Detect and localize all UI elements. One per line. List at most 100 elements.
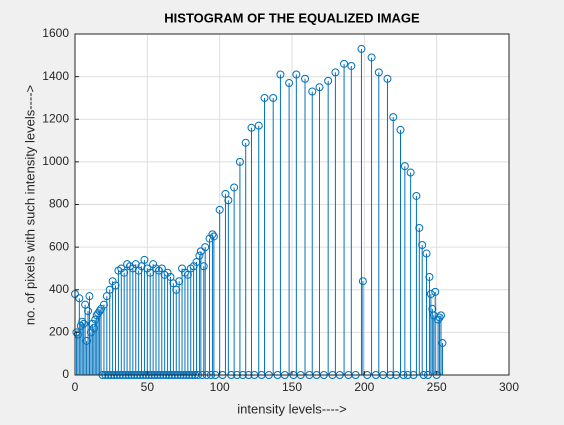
stem-marker [86, 328, 95, 337]
stem-marker [79, 319, 88, 328]
y-tick-label: 200 [49, 325, 69, 339]
stem-marker [201, 243, 210, 252]
stem-marker [415, 223, 424, 232]
stem-marker [383, 74, 392, 83]
stem-marker [254, 121, 263, 130]
stem-marker [426, 290, 435, 299]
stem-marker [85, 292, 94, 301]
stem-marker [208, 230, 217, 239]
stem-marker [149, 260, 158, 269]
stem-marker [331, 68, 340, 77]
stem-marker [340, 59, 349, 68]
stem-marker [308, 87, 317, 96]
stem-marker [97, 304, 106, 313]
stem-marker [241, 138, 250, 147]
stem-marker [199, 262, 208, 271]
stem-marker [301, 74, 310, 83]
y-tick-label: 0 [62, 367, 69, 381]
x-tick-label: 200 [354, 380, 374, 394]
stem-marker [91, 315, 100, 324]
stem-marker [367, 53, 376, 62]
y-tick-label: 400 [49, 282, 69, 296]
stem-marker [389, 113, 398, 122]
chart-title: HISTOGRAM OF THE EQUALIZED IMAGE [164, 10, 420, 25]
stem-marker [169, 279, 178, 288]
stem-marker [88, 319, 97, 328]
stem-marker [78, 317, 87, 326]
stem-marker [400, 162, 409, 171]
stem-marker [105, 285, 114, 294]
x-tick-label: 0 [72, 380, 79, 394]
stem-marker [75, 294, 84, 303]
stem-marker [102, 292, 111, 301]
stem-marker [89, 324, 98, 333]
stem-marker [134, 266, 143, 275]
stem-marker [221, 189, 230, 198]
stem-marker [205, 234, 214, 243]
stem-marker [117, 264, 126, 273]
stem-marker [111, 281, 120, 290]
stem-marker [437, 311, 446, 320]
stem-marker [406, 168, 415, 177]
stem-marker [99, 300, 108, 309]
stem-marker [196, 247, 205, 256]
stem-marker [431, 287, 440, 296]
stem-marker [347, 61, 356, 70]
y-axis-label: no. of pixels with such intensity levels… [22, 85, 37, 325]
stem-marker [178, 264, 187, 273]
stem-marker [82, 336, 91, 345]
stem-marker [224, 196, 233, 205]
x-axis-label: intensity levels----> [237, 401, 346, 416]
stem-marker [120, 268, 129, 277]
y-tick-label: 1000 [42, 154, 69, 168]
y-tick-label: 1600 [42, 26, 69, 40]
stem-marker [276, 70, 285, 79]
stem-marker [183, 270, 192, 279]
stem-marker [195, 251, 204, 260]
stem-marker [292, 70, 301, 79]
stem-marker [438, 339, 447, 348]
stem-marker [166, 272, 175, 281]
stem-marker [247, 123, 256, 132]
stem-marker [163, 268, 172, 277]
stem-marker [95, 307, 104, 316]
stem-marker [131, 260, 140, 269]
stem-marker [157, 264, 166, 273]
stem-marker [425, 272, 434, 281]
stem-marker [215, 205, 224, 214]
x-tick-label: 150 [282, 380, 302, 394]
stem-marker [315, 83, 324, 92]
stem-marker [175, 277, 184, 286]
stem-marker [260, 93, 269, 102]
stem-marker [396, 125, 405, 134]
x-tick-label: 50 [141, 380, 155, 394]
x-tick-label: 100 [210, 380, 230, 394]
stem-marker [92, 311, 101, 320]
stem-marker [357, 44, 366, 53]
stem-marker [422, 249, 431, 258]
stem-marker [189, 262, 198, 271]
stem-marker [72, 328, 81, 337]
stem-marker [172, 285, 181, 294]
stem-marker [435, 313, 444, 322]
stem-marker [412, 191, 421, 200]
stem-marker [137, 262, 146, 271]
stem-marker [418, 240, 427, 249]
stem-marker [230, 183, 239, 192]
stem-marker [434, 315, 443, 324]
stem-marker [108, 277, 117, 286]
stem-marker [358, 277, 367, 286]
y-tick-label: 600 [49, 239, 69, 253]
x-tick-label: 300 [499, 380, 519, 394]
stem-marker [269, 93, 278, 102]
stem-marker [128, 264, 137, 273]
stem-marker [285, 79, 294, 88]
stem-marker [209, 232, 218, 241]
stem-marker [81, 300, 90, 309]
stem-marker [374, 68, 383, 77]
stem-marker [94, 309, 103, 318]
stem-marker [235, 157, 244, 166]
stem-marker [73, 330, 82, 339]
stem-marker [192, 258, 201, 267]
stems [71, 44, 447, 379]
